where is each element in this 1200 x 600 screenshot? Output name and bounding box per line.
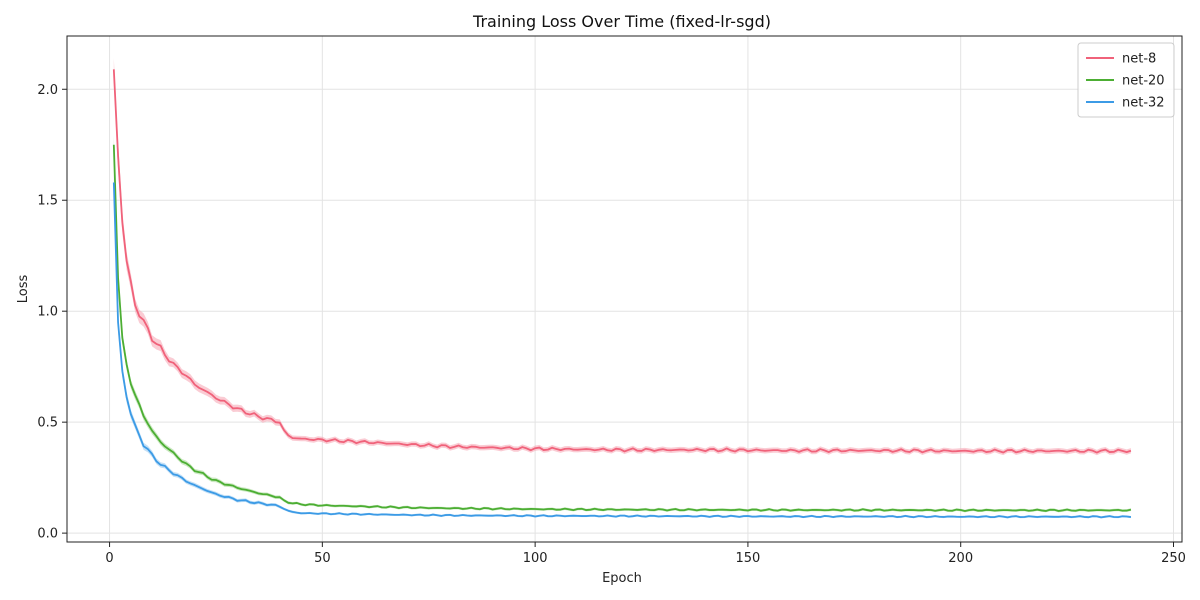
series-line-net-8 <box>112 69 1132 454</box>
legend: net-8 net-20 net-32 <box>1077 42 1175 118</box>
y-tick-label: 1.5 <box>37 194 58 209</box>
chart-title: Training Loss Over Time (fixed-lr-sgd) <box>472 12 771 31</box>
x-tick-label: 100 <box>523 551 548 566</box>
y-tick-label: 1.0 <box>37 305 58 320</box>
legend-box <box>1077 42 1175 118</box>
y-axis-label: Loss <box>16 275 31 304</box>
y-tick-label: 2.0 <box>37 83 58 98</box>
y-axis-ticks: 0.0 0.5 1.0 1.5 2.0 <box>37 83 67 542</box>
x-tick-label: 50 <box>314 551 331 566</box>
legend-label: net-20 <box>1122 74 1165 89</box>
legend-label: net-8 <box>1122 52 1156 67</box>
series-lines <box>112 69 1132 519</box>
x-axis-ticks: 0 50 100 150 200 250 <box>105 542 1186 566</box>
x-tick-label: 250 <box>1161 551 1186 566</box>
series-line-net-20 <box>112 144 1132 512</box>
x-tick-label: 0 <box>105 551 113 566</box>
grid-lines <box>67 36 1182 542</box>
plot-frame <box>66 35 1183 543</box>
y-tick-label: 0.5 <box>37 416 58 431</box>
series-line-net-32 <box>112 182 1132 519</box>
y-tick-label: 0.0 <box>37 527 58 542</box>
x-tick-label: 150 <box>736 551 761 566</box>
x-axis-label: Epoch <box>602 571 642 586</box>
legend-label: net-32 <box>1122 96 1165 111</box>
x-tick-label: 200 <box>948 551 973 566</box>
